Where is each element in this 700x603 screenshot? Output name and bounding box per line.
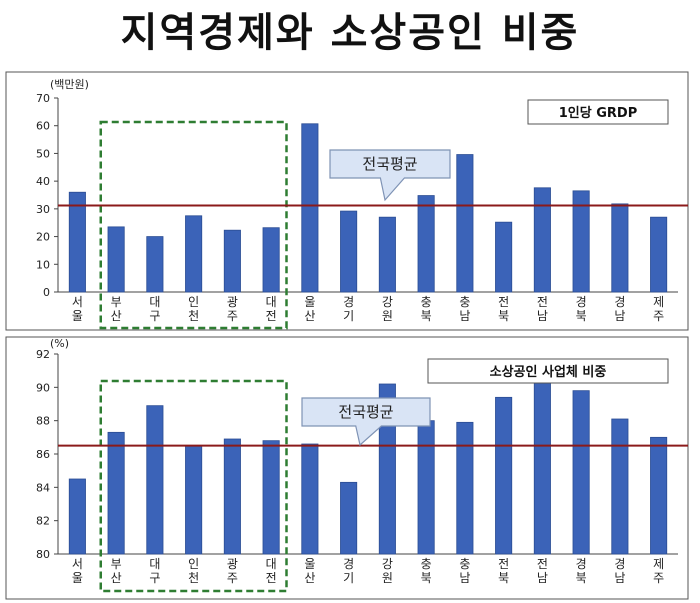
bar-충북: [417, 195, 435, 293]
y-tick-label: 86: [36, 448, 50, 461]
bar-대구: [146, 405, 164, 555]
y-tick-label: 80: [36, 548, 50, 561]
y-tick-label: 60: [36, 120, 50, 133]
page-title: 지역경제와 소상공인 비중: [120, 10, 580, 56]
bar-제주: [650, 436, 668, 555]
bar-인천: [185, 215, 203, 293]
bar-강원: [378, 216, 396, 293]
bar-부산: [107, 431, 125, 555]
y-tick-label: 50: [36, 147, 50, 160]
reference-callout: [329, 149, 451, 202]
y-tick-label: 92: [36, 348, 50, 361]
reference-callout-label: 전국평균: [362, 155, 417, 173]
y-tick-label: 84: [36, 481, 50, 494]
bar-인천: [185, 445, 203, 555]
bar-경남: [611, 203, 629, 293]
y-unit-label: (%): [50, 337, 69, 350]
bar-경북: [572, 390, 590, 555]
bar-경남: [611, 418, 629, 555]
bar-제주: [650, 216, 668, 293]
highlight-box: [99, 120, 288, 330]
bar-대구: [146, 236, 164, 293]
bar-전북: [495, 396, 513, 555]
bar-부산: [107, 226, 125, 293]
y-tick-label: 88: [36, 415, 50, 428]
bar-전남: [533, 187, 551, 293]
bar-울산: [301, 443, 319, 555]
bar-광주: [223, 438, 241, 555]
chart-grdp-per-capita: (백만원) 0 10 20 30 40 50 60 70 서 울 부 산 대 구 인 천 광 주 대 전 울 산 경 기 강 원 충 북…: [5, 71, 689, 331]
bar-경기: [340, 210, 358, 293]
y-tick-label: 30: [36, 203, 50, 216]
bar-대전: [262, 227, 280, 293]
bar-전북: [495, 221, 513, 293]
chart-title-box: [427, 358, 669, 384]
chart-frame: [5, 336, 689, 600]
reference-callout: [301, 397, 431, 447]
y-tick-label: 0: [43, 286, 50, 299]
y-tick-label: 20: [36, 231, 50, 244]
chart-title: 소상공인 사업체 비중: [490, 364, 607, 380]
y-tick-label: 90: [36, 381, 50, 394]
bar-서울: [68, 478, 86, 555]
bar-경기: [340, 481, 358, 555]
chart-title-box: [527, 99, 669, 125]
bar-대전: [262, 440, 280, 555]
chart-title: 1인당 GRDP: [559, 105, 638, 121]
bar-광주: [223, 229, 241, 293]
y-tick-label: 10: [36, 258, 50, 271]
bar-울산: [301, 123, 319, 293]
bar-전남: [533, 381, 551, 555]
y-unit-label: (백만원): [50, 78, 89, 91]
chart-small-business-share: (%) 80 82 84 86 88 90 92 서 울 부 산 대 구 인 천 광 주 대 전 울 산 경 기 강 원 충 북 충 남 전…: [5, 336, 689, 600]
chart-frame: [5, 71, 689, 331]
y-tick-label: 40: [36, 175, 50, 188]
bar-서울: [68, 191, 86, 293]
bar-충남: [456, 421, 474, 555]
y-tick-label: 82: [36, 515, 50, 528]
highlight-box: [99, 379, 288, 593]
bar-경북: [572, 190, 590, 293]
bar-충북: [417, 420, 435, 555]
y-tick-label: 70: [36, 92, 50, 105]
reference-callout-label: 전국평균: [338, 403, 393, 421]
bar-충남: [456, 154, 474, 293]
